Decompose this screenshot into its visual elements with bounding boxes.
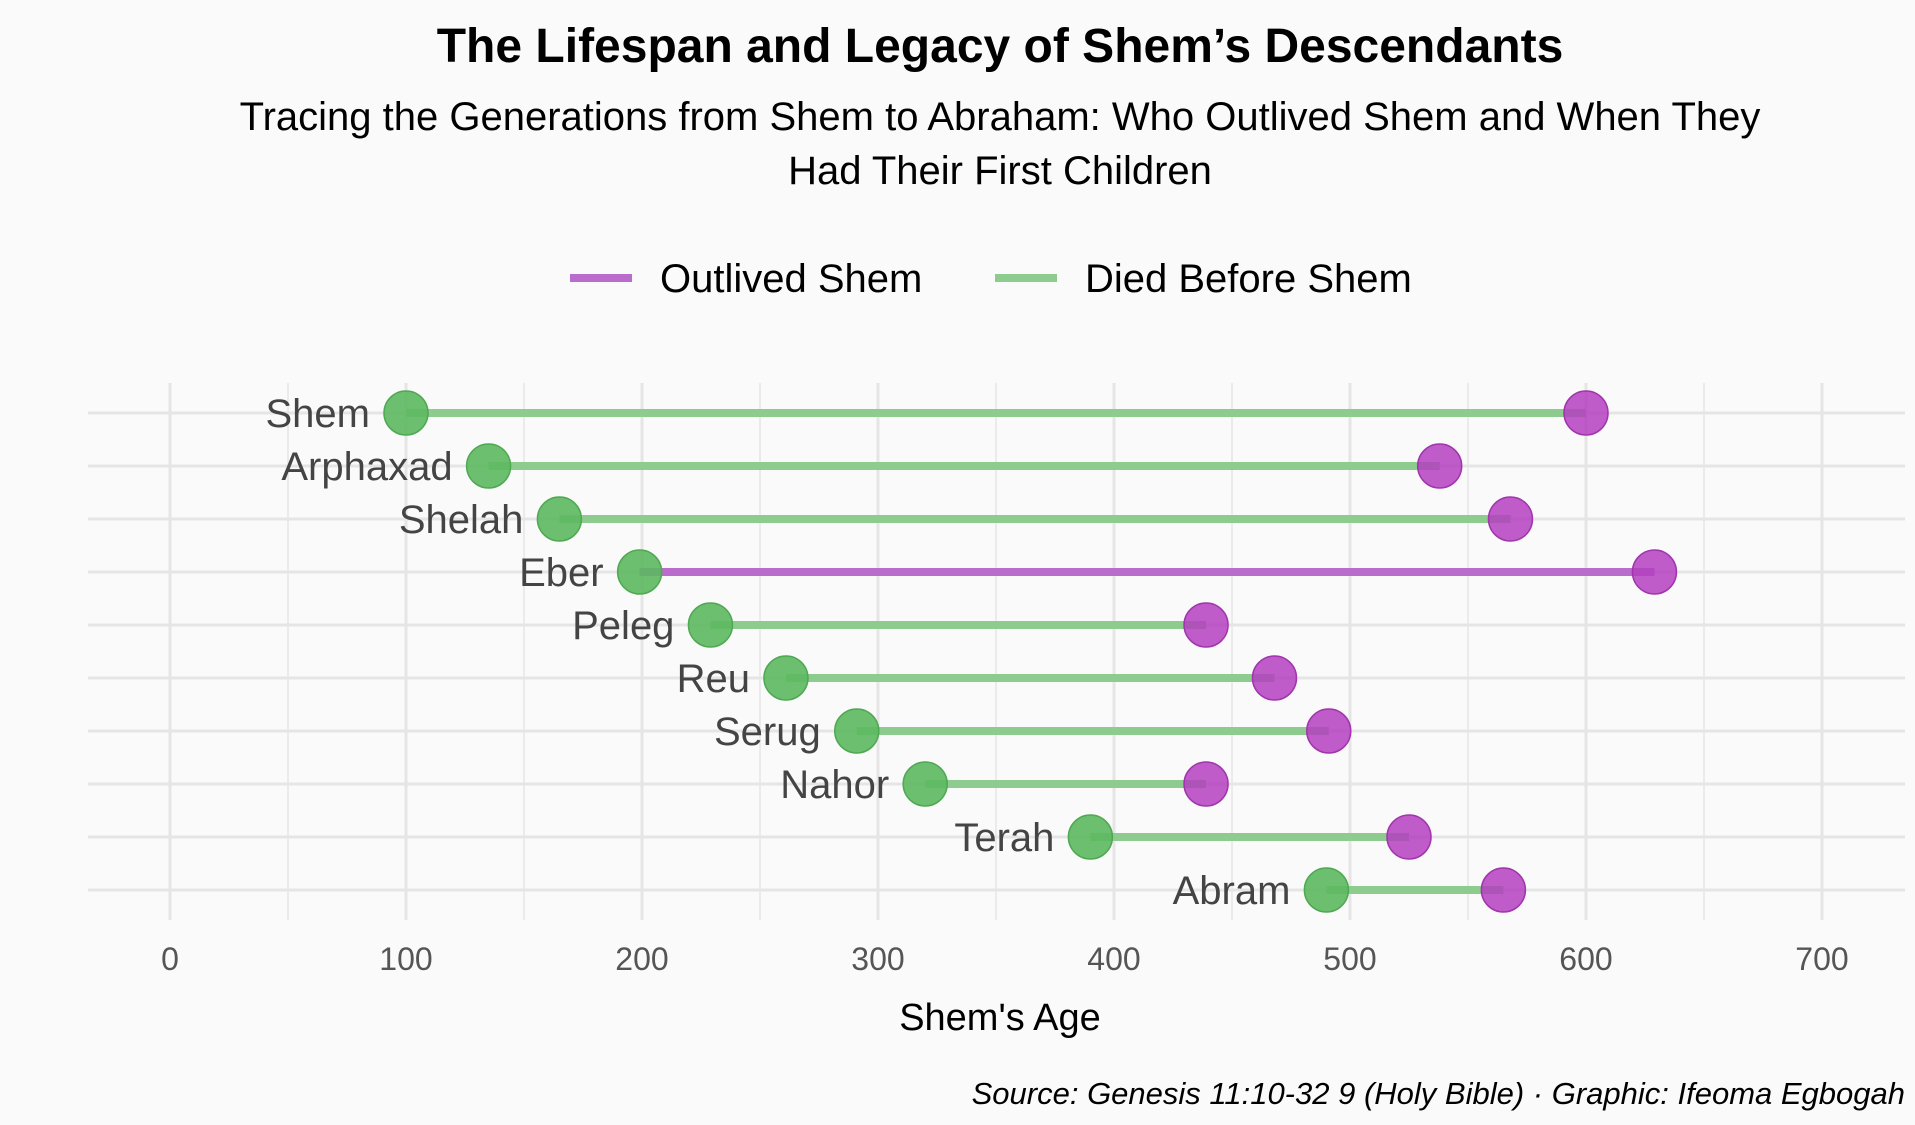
- name-label: Reu: [677, 657, 750, 701]
- first-child-point: [763, 655, 809, 701]
- x-tick-label: 0: [161, 941, 179, 977]
- legend: Outlived Shem Died Before Shem: [570, 257, 1412, 301]
- chart-subtitle-line-1: Tracing the Generations from Shem to Abr…: [240, 95, 1761, 139]
- x-tick-label: 200: [615, 941, 668, 977]
- chart-caption: Source: Genesis 11:10-32 9 (Holy Bible) …: [972, 1076, 1905, 1111]
- x-axis-title: Shem's Age: [899, 997, 1101, 1039]
- first-child-point: [1067, 814, 1114, 860]
- first-child-point: [834, 708, 880, 754]
- death-point: [1416, 443, 1463, 489]
- first-child-point: [616, 549, 663, 595]
- death-point: [1183, 761, 1229, 807]
- death-point: [1563, 390, 1609, 436]
- x-tick-label: 100: [379, 941, 432, 977]
- name-label: Peleg: [572, 604, 674, 648]
- x-tick-label: 600: [1559, 941, 1612, 977]
- name-label: Serug: [714, 710, 821, 754]
- chart-subtitle-line-2: Had Their First Children: [788, 149, 1212, 193]
- first-child-point: [687, 602, 734, 648]
- x-tick-label: 500: [1323, 941, 1376, 977]
- first-child-point: [902, 761, 948, 807]
- legend-label: Died Before Shem: [1085, 257, 1412, 301]
- name-label: Shelah: [399, 498, 524, 542]
- name-label: Eber: [519, 551, 604, 595]
- x-axis: 0 100 200 300 400 500 600 700: [161, 941, 1849, 977]
- death-point: [1183, 602, 1229, 648]
- legend-label: Outlived Shem: [660, 257, 922, 301]
- x-tick-label: 300: [851, 941, 904, 977]
- first-child-point: [465, 443, 512, 489]
- name-label: Shem: [266, 392, 371, 436]
- death-point: [1631, 549, 1678, 595]
- death-point: [1480, 867, 1527, 913]
- name-label: Terah: [954, 816, 1054, 860]
- death-point: [1487, 496, 1534, 542]
- name-label: Arphaxad: [281, 445, 452, 489]
- first-child-point: [1303, 867, 1350, 913]
- name-label: Abram: [1173, 869, 1291, 913]
- first-child-point: [536, 496, 583, 542]
- x-tick-label: 400: [1087, 941, 1140, 977]
- death-point: [1306, 708, 1352, 754]
- death-point: [1251, 655, 1298, 701]
- chart-title: The Lifespan and Legacy of Shem’s Descen…: [437, 20, 1564, 73]
- death-point: [1386, 814, 1432, 860]
- x-tick-label: 700: [1795, 941, 1848, 977]
- name-label: Nahor: [780, 763, 889, 807]
- first-child-point: [383, 390, 429, 436]
